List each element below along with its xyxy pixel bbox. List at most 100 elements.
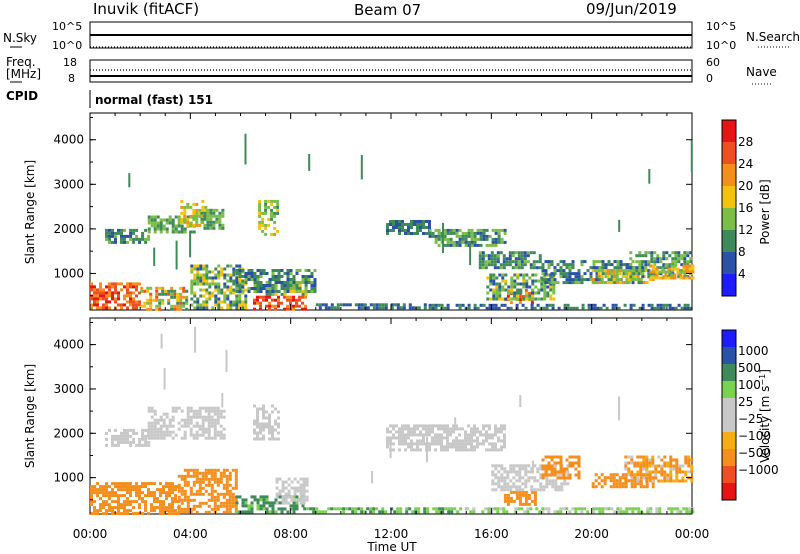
power-cell [201, 214, 205, 218]
vel-cell [642, 455, 646, 459]
vel-cell [201, 430, 205, 434]
vel-cell [645, 473, 649, 477]
power-cell [336, 303, 340, 307]
vel-cell [503, 436, 506, 440]
vel-cell [277, 437, 280, 441]
vel-cell [431, 439, 434, 443]
vel-cell [512, 485, 516, 489]
power-cell [507, 285, 511, 289]
vel-colorbar-swatch [722, 415, 736, 433]
vel-cell [192, 480, 196, 484]
vel-cell [524, 493, 528, 497]
vel-cell [96, 512, 99, 516]
power-cell [531, 273, 535, 277]
power-cell [96, 294, 99, 298]
power-cell [165, 221, 169, 225]
vel-cell [177, 427, 181, 431]
vel-cell [162, 503, 165, 507]
power-cell [689, 251, 693, 255]
power-cell [132, 282, 135, 286]
power-cell [553, 266, 557, 270]
power-cell [494, 228, 498, 232]
vel-cell [222, 510, 226, 514]
power-cell [549, 288, 553, 292]
power-cell [217, 264, 221, 268]
vel-cell [518, 496, 522, 500]
vel-cell [123, 482, 126, 486]
power-cell [211, 291, 215, 295]
power-cell [503, 240, 507, 244]
power-cell [601, 260, 605, 264]
power-cell [268, 304, 271, 308]
vel-cell [231, 495, 235, 499]
vel-cell [114, 437, 117, 441]
vel-cell [301, 504, 305, 508]
power-cell [504, 297, 508, 301]
power-cell [129, 300, 132, 304]
power-cell [223, 282, 227, 286]
power-cell [120, 306, 123, 310]
vel-cell [493, 507, 497, 511]
vel-cell [123, 509, 126, 513]
power-cell [612, 275, 616, 278]
vel-cell [485, 424, 488, 428]
power-cell [310, 272, 314, 275]
vel-cell [518, 476, 522, 480]
power-cell [256, 298, 259, 302]
power-cell [159, 227, 163, 231]
vel-cell [162, 412, 166, 416]
vel-cell [292, 504, 296, 508]
vel-cell [177, 507, 181, 511]
vel-cell [102, 500, 105, 504]
vel-cell [126, 509, 129, 513]
vel-cell [183, 436, 187, 440]
power-cell [183, 205, 187, 209]
power-cell [315, 303, 319, 307]
vel-cell [195, 421, 199, 425]
power-cell [604, 275, 608, 279]
vel-cell [228, 501, 232, 505]
vel-cell [562, 470, 566, 474]
power-cell [411, 306, 415, 310]
vel-cell [204, 474, 208, 478]
power-cell [114, 288, 117, 292]
vel-cell [268, 431, 271, 435]
vel-cell [616, 510, 620, 514]
power-cell [298, 269, 302, 272]
power-cell [256, 278, 260, 281]
x-tick-label: 16:00 [474, 527, 509, 541]
power-cell [428, 303, 432, 307]
power-cell [661, 276, 665, 280]
vel-cell [547, 507, 551, 511]
power-cell [661, 270, 665, 274]
vel-cell [648, 458, 652, 462]
power-colorbar-swatch [722, 164, 736, 187]
vel-cell [618, 479, 622, 483]
power-cell [408, 306, 412, 310]
power-cell [138, 237, 142, 241]
power-cell [126, 294, 129, 298]
power-cell [318, 303, 322, 307]
power-cell [511, 254, 515, 258]
vel-cell [452, 427, 455, 431]
vel-cell [551, 479, 555, 483]
power-cell [295, 281, 299, 284]
power-cell [192, 214, 196, 218]
vel-cell [171, 512, 174, 516]
power-cell [390, 306, 394, 310]
power-cell [522, 273, 526, 277]
power-cell [581, 306, 585, 310]
vel-cell [219, 436, 223, 440]
vel-cell [479, 430, 482, 434]
power-cell [674, 257, 678, 261]
vel-cell [138, 437, 142, 441]
vel-cell [559, 507, 563, 511]
power-cell [126, 282, 129, 286]
vel-cell [565, 467, 569, 471]
power-cell [232, 267, 236, 271]
vel-cell [524, 482, 528, 486]
power-cell [271, 298, 274, 302]
vel-cell [645, 485, 649, 489]
power-cell [685, 276, 689, 280]
power-cell [487, 257, 491, 261]
